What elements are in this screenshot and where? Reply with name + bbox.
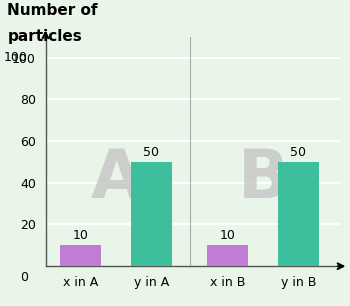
Text: 50: 50 <box>290 146 306 159</box>
Bar <box>207 245 248 266</box>
Text: 0: 0 <box>20 271 28 284</box>
Bar <box>278 162 319 266</box>
Text: 10: 10 <box>73 229 89 242</box>
Bar <box>131 162 172 266</box>
Text: Number of: Number of <box>7 3 98 18</box>
Text: 10: 10 <box>220 229 236 242</box>
Text: particles: particles <box>7 28 82 44</box>
Text: A: A <box>90 146 142 211</box>
Bar <box>60 245 102 266</box>
Text: 50: 50 <box>144 146 159 159</box>
Text: 100: 100 <box>4 51 28 64</box>
Text: B: B <box>238 146 288 211</box>
